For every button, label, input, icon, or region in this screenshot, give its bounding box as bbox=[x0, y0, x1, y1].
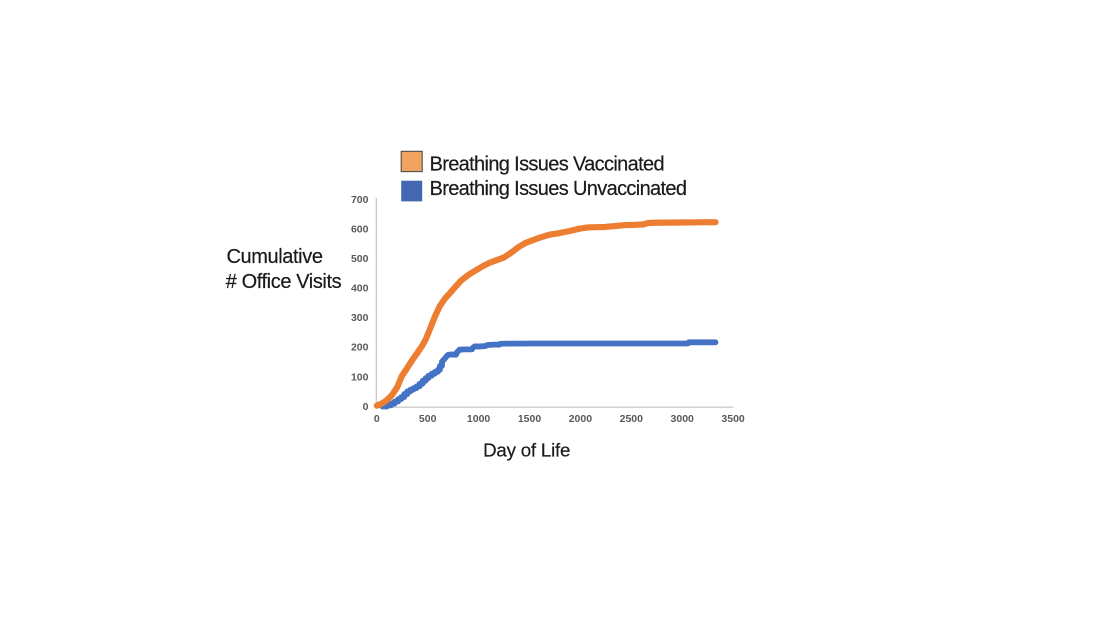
svg-text:1500: 1500 bbox=[518, 413, 542, 425]
svg-text:200: 200 bbox=[351, 342, 369, 354]
svg-text:2500: 2500 bbox=[620, 413, 644, 425]
svg-text:400: 400 bbox=[351, 283, 369, 295]
svg-text:Breathing Issues Unvaccinated: Breathing Issues Unvaccinated bbox=[430, 178, 687, 200]
svg-text:0: 0 bbox=[363, 401, 369, 413]
svg-text:500: 500 bbox=[351, 253, 369, 265]
svg-text:2000: 2000 bbox=[569, 413, 593, 425]
svg-text:Breathing Issues Vaccinated: Breathing Issues Vaccinated bbox=[430, 154, 664, 176]
svg-text:3000: 3000 bbox=[671, 413, 695, 425]
svg-text:500: 500 bbox=[419, 413, 437, 425]
svg-text:600: 600 bbox=[351, 223, 369, 235]
svg-text:0: 0 bbox=[374, 413, 380, 425]
svg-text:Day of Life: Day of Life bbox=[483, 440, 570, 461]
svg-text:700: 700 bbox=[351, 194, 369, 206]
svg-text:Cumulative: Cumulative bbox=[227, 246, 323, 268]
svg-text:300: 300 bbox=[351, 312, 369, 324]
svg-text:3500: 3500 bbox=[721, 413, 745, 425]
svg-text:100: 100 bbox=[351, 371, 369, 383]
svg-text:1000: 1000 bbox=[467, 413, 491, 425]
svg-text:# Office Visits: # Office Visits bbox=[226, 271, 342, 293]
